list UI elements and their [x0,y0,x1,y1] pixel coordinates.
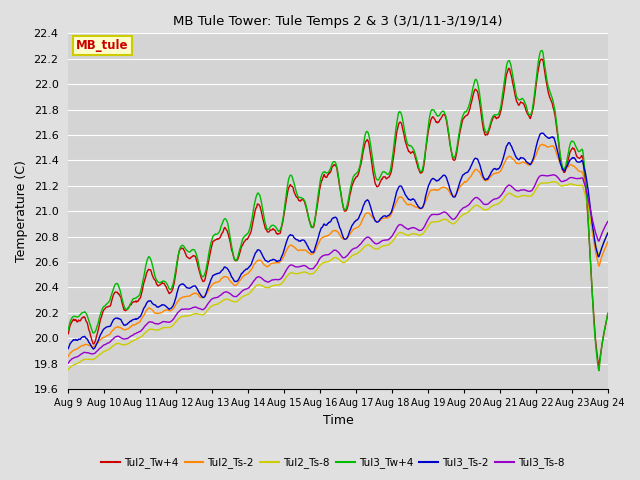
Text: MB_tule: MB_tule [76,39,129,52]
Title: MB Tule Tower: Tule Temps 2 & 3 (3/1/11-3/19/14): MB Tule Tower: Tule Temps 2 & 3 (3/1/11-… [173,15,503,28]
X-axis label: Time: Time [323,414,353,427]
Y-axis label: Temperature (C): Temperature (C) [15,160,28,262]
Legend: Tul2_Tw+4, Tul2_Ts-2, Tul2_Ts-8, Tul3_Tw+4, Tul3_Ts-2, Tul3_Ts-8: Tul2_Tw+4, Tul2_Ts-2, Tul2_Ts-8, Tul3_Tw… [97,453,569,472]
